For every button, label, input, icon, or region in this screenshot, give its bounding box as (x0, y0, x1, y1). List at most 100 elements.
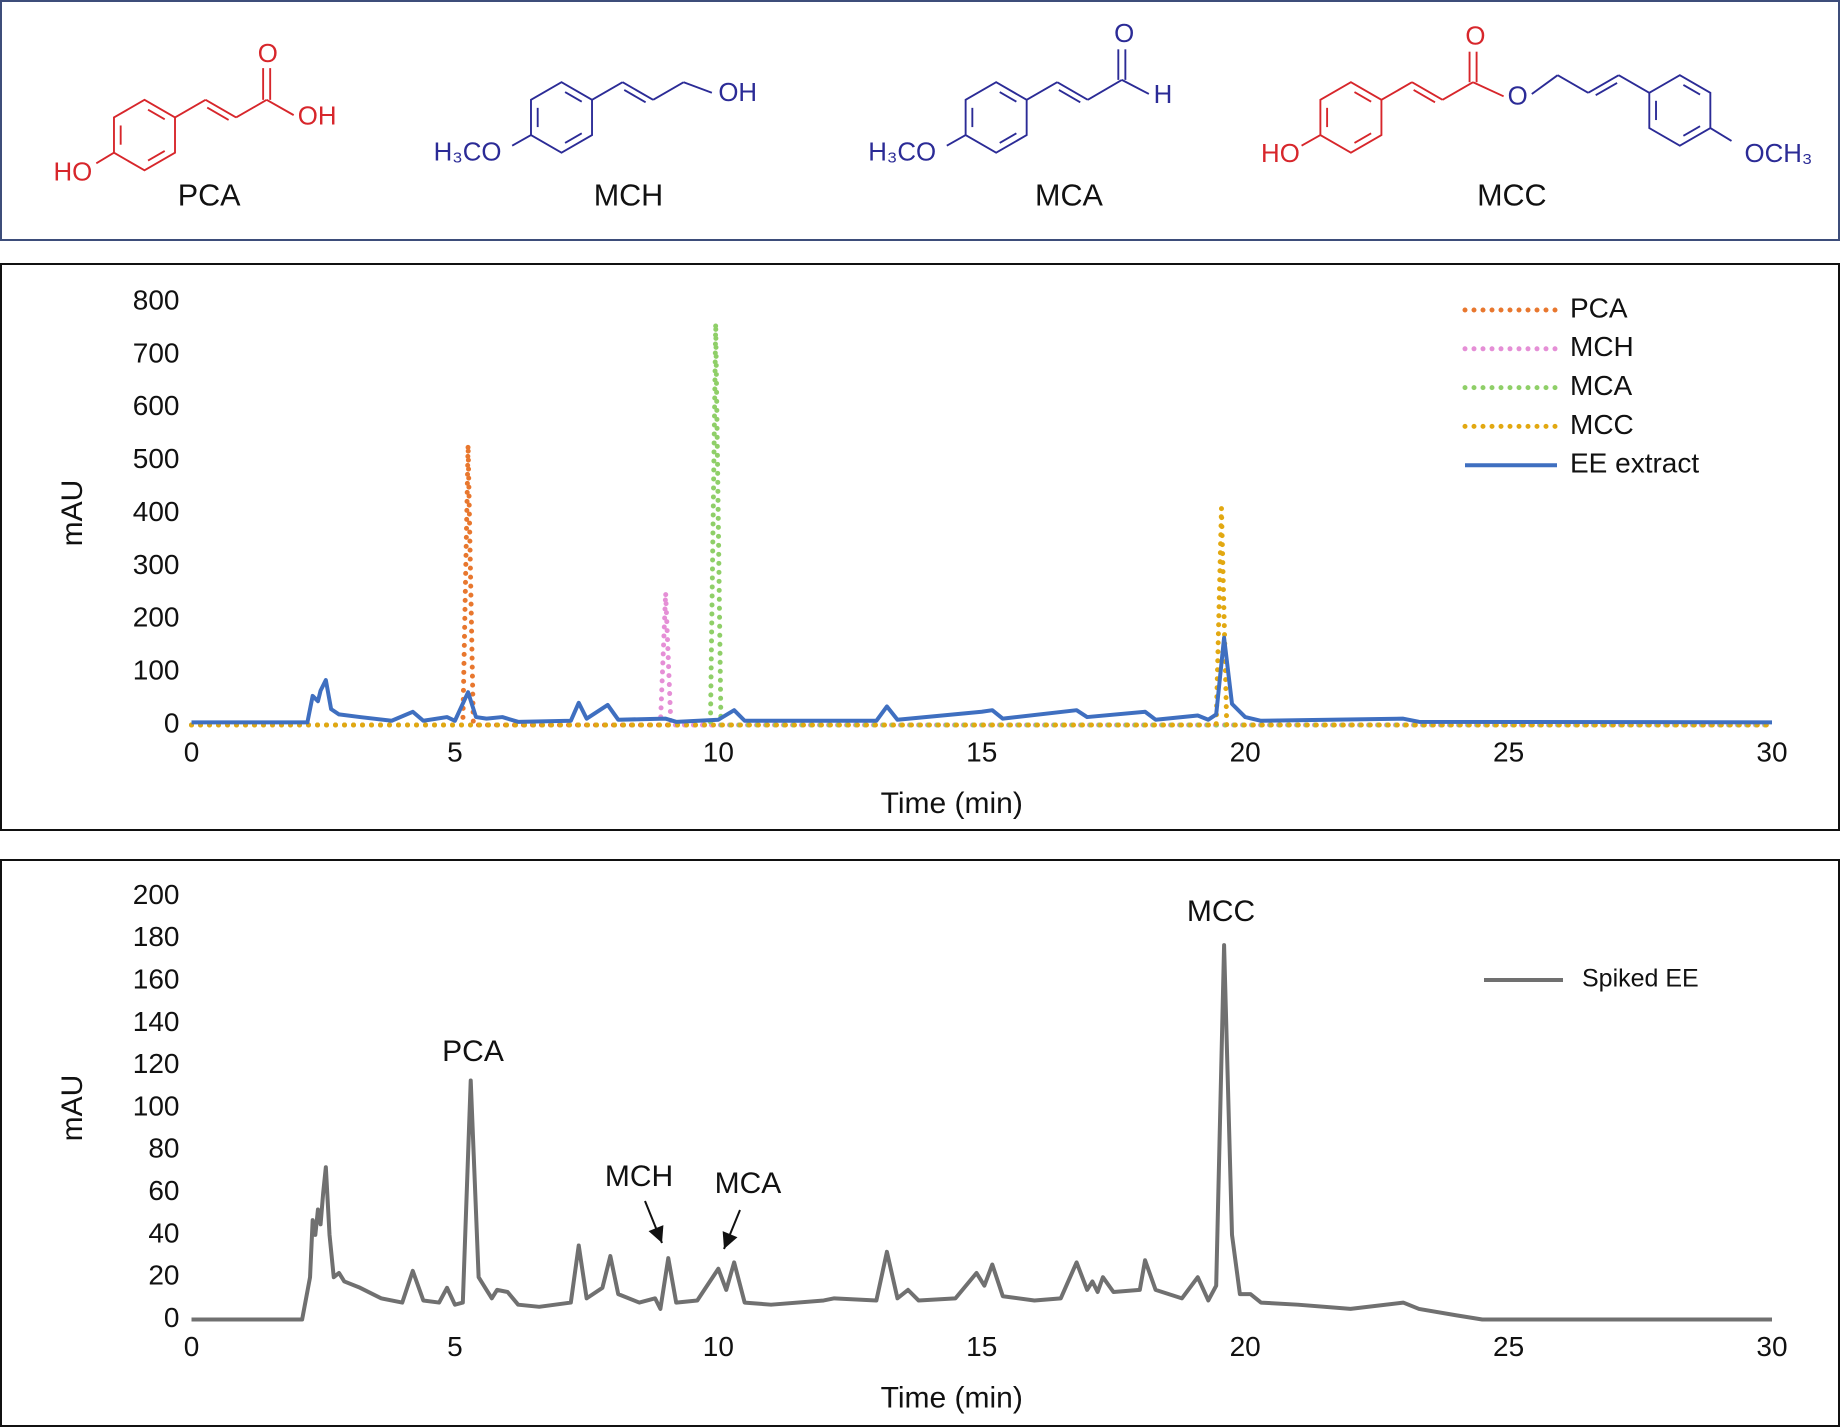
bond (1087, 79, 1123, 101)
bond (205, 99, 237, 119)
bond (999, 132, 1017, 144)
x-axis-title: Time (min) (881, 787, 1023, 820)
bond (652, 81, 685, 101)
y-tick-label: 300 (133, 549, 180, 580)
atom-label: H₃CO (868, 139, 936, 167)
annotation: MCH (605, 1160, 673, 1193)
y-axis-title: mAU (56, 1075, 89, 1142)
ring (1319, 81, 1383, 154)
bond (1121, 79, 1150, 95)
y-tick-label: 60 (148, 1175, 179, 1206)
chart-panel (0, 263, 1840, 831)
atom-label: OCH₃ (1745, 140, 1813, 168)
bond (623, 89, 647, 104)
bond (511, 134, 532, 147)
bond (1413, 89, 1436, 104)
bond (235, 99, 268, 119)
y-tick-label: 400 (133, 496, 180, 527)
x-tick-label: 10 (703, 736, 734, 767)
series-line (189, 505, 1775, 728)
bond (622, 81, 654, 101)
bond (1557, 74, 1589, 94)
legend-label: MCC (1570, 409, 1634, 440)
atom-label: O (258, 40, 278, 68)
bond (1026, 81, 1058, 101)
x-tick-label: 15 (966, 736, 997, 767)
y-tick-label: 700 (133, 337, 180, 368)
legend-label: EE extract (1570, 448, 1699, 479)
y-axis-title: mAU (56, 480, 89, 547)
arrow-head (648, 1225, 664, 1243)
bond (591, 81, 624, 101)
bond (206, 106, 230, 121)
bond (1056, 81, 1089, 101)
compound-name: PCA (178, 178, 241, 212)
ring (1648, 74, 1712, 147)
bond (564, 132, 583, 144)
x-tick-label: 10 (703, 1331, 734, 1362)
bond (1411, 81, 1444, 101)
y-tick-label: 140 (133, 1006, 180, 1037)
bond (1531, 74, 1559, 95)
y-tick-label: 200 (133, 602, 180, 633)
bond (147, 108, 166, 121)
y-tick-label: 0 (164, 707, 180, 738)
bond (95, 151, 115, 165)
x-tick-label: 25 (1493, 1331, 1524, 1362)
x-tick-label: 5 (447, 736, 463, 767)
bond (1058, 89, 1081, 104)
bond (1442, 81, 1474, 101)
atom-label: H₃CO (434, 139, 502, 167)
bond (999, 91, 1017, 103)
bond (1472, 81, 1505, 98)
bond (564, 91, 583, 103)
ring (113, 98, 176, 172)
series-line (189, 442, 1775, 728)
atom-label: O (1508, 82, 1528, 110)
bond (1709, 127, 1732, 142)
x-tick-label: 5 (447, 1331, 463, 1362)
y-tick-label: 20 (148, 1260, 179, 1291)
series-line (189, 590, 1775, 728)
bond (1595, 82, 1618, 97)
chart-panel (0, 859, 1840, 1427)
x-axis-title: Time (min) (881, 1381, 1023, 1414)
y-tick-label: 40 (148, 1217, 179, 1248)
compound-name: MCC (1477, 178, 1547, 212)
x-tick-label: 20 (1230, 736, 1261, 767)
structure-panel (0, 0, 1840, 241)
y-tick-label: 200 (133, 879, 180, 910)
atom-label: H (1154, 81, 1173, 109)
x-tick-label: 30 (1756, 1331, 1787, 1362)
compound-name: MCA (1035, 178, 1103, 212)
x-tick-label: 25 (1493, 736, 1524, 767)
bond (683, 81, 713, 94)
series-line (191, 943, 1772, 1322)
y-tick-label: 600 (133, 390, 180, 421)
annotation: PCA (442, 1035, 504, 1068)
y-tick-label: 100 (133, 1090, 180, 1121)
x-tick-label: 15 (966, 1331, 997, 1362)
bond (1682, 84, 1701, 96)
atom-label: O (1114, 20, 1134, 48)
atom-label: HO (53, 159, 92, 187)
y-tick-label: 500 (133, 443, 180, 474)
atom-label: HO (1261, 140, 1300, 168)
x-tick-label: 20 (1230, 1331, 1261, 1362)
bond (1587, 74, 1620, 94)
bond (1301, 134, 1321, 147)
bond (266, 99, 295, 116)
annotation: MCA (715, 1167, 782, 1200)
arrow-head (722, 1231, 738, 1249)
bond (1682, 125, 1701, 137)
atom-label: OH (298, 102, 337, 130)
bond (1354, 132, 1372, 144)
ring (530, 81, 593, 154)
bond (1354, 91, 1372, 103)
x-tick-label: 0 (184, 1331, 200, 1362)
y-tick-label: 80 (148, 1133, 179, 1164)
x-tick-label: 0 (184, 736, 200, 767)
